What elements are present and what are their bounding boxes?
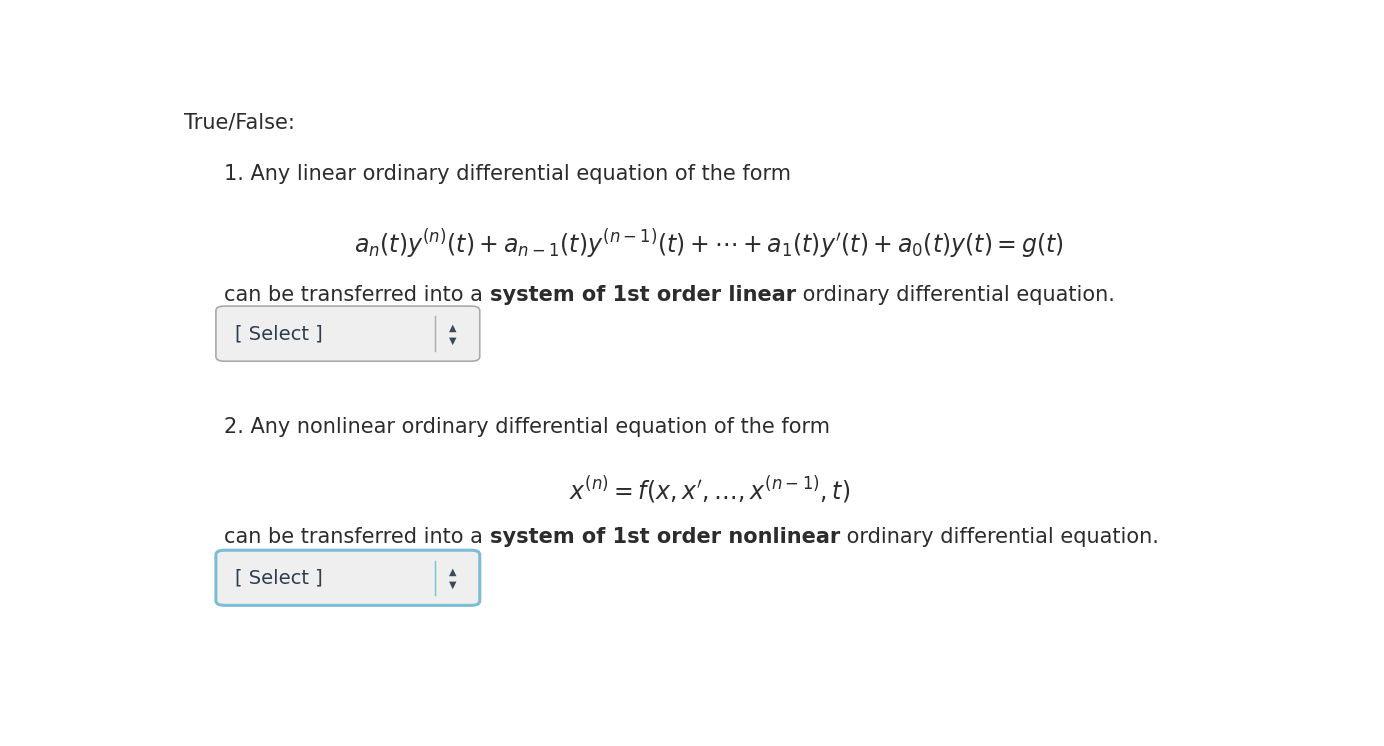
Text: ▼: ▼: [450, 580, 457, 589]
Text: 1. Any linear ordinary differential equation of the form: 1. Any linear ordinary differential equa…: [224, 164, 792, 184]
Text: True/False:: True/False:: [184, 113, 295, 133]
Text: [ Select ]: [ Select ]: [235, 325, 322, 343]
Text: can be transferred into a: can be transferred into a: [224, 527, 490, 548]
Text: $x^{(n)} = f(x, x', \ldots, x^{(n-1)}, t)$: $x^{(n)} = f(x, x', \ldots, x^{(n-1)}, t…: [569, 474, 850, 506]
Text: ▲: ▲: [450, 323, 457, 333]
Text: $a_n(t)y^{(n)}(t) + a_{n-1}(t)y^{(n-1)}(t) + \cdots + a_1(t)y'(t) + a_0(t)y(t) =: $a_n(t)y^{(n)}(t) + a_{n-1}(t)y^{(n-1)}(…: [354, 228, 1064, 261]
FancyBboxPatch shape: [216, 551, 480, 605]
Text: 2. Any nonlinear ordinary differential equation of the form: 2. Any nonlinear ordinary differential e…: [224, 417, 830, 437]
Text: ordinary differential equation.: ordinary differential equation.: [796, 285, 1116, 305]
Text: system of 1st order linear: system of 1st order linear: [490, 285, 796, 305]
Text: ▼: ▼: [450, 336, 457, 345]
Text: ▲: ▲: [450, 567, 457, 577]
Text: [ Select ]: [ Select ]: [235, 568, 322, 587]
Text: ordinary differential equation.: ordinary differential equation.: [840, 527, 1160, 548]
FancyBboxPatch shape: [216, 306, 480, 361]
Text: system of 1st order nonlinear: system of 1st order nonlinear: [490, 527, 840, 548]
Text: can be transferred into a: can be transferred into a: [224, 285, 490, 305]
